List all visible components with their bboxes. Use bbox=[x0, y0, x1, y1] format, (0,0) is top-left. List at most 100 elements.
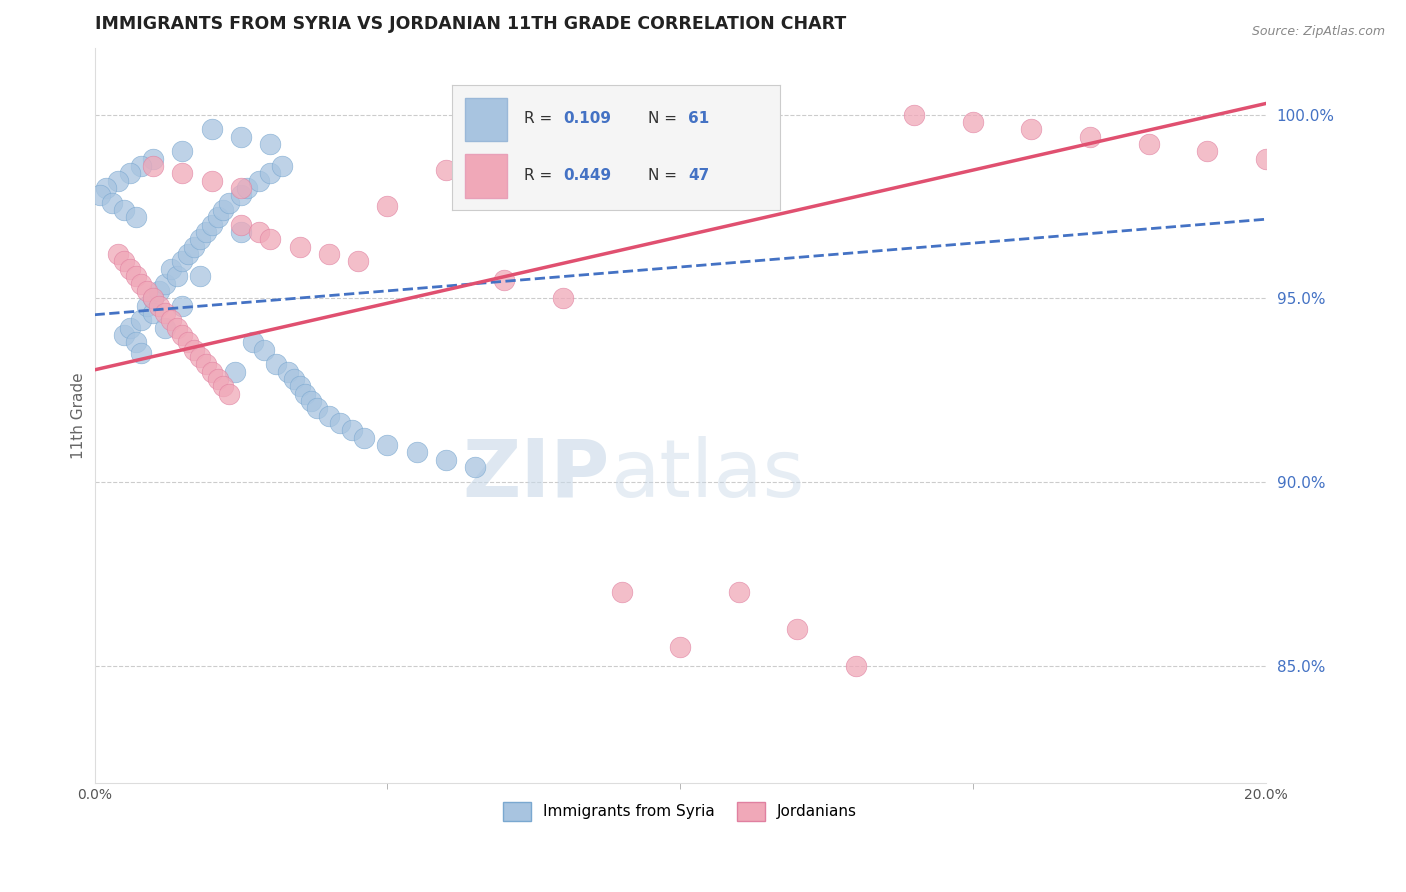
Point bbox=[299, 394, 322, 409]
Point bbox=[353, 431, 375, 445]
Point bbox=[112, 327, 135, 342]
Text: IMMIGRANTS FROM SYRIA VS JORDANIAN 11TH GRADE CORRELATION CHART: IMMIGRANTS FROM SYRIA VS JORDANIAN 11TH … bbox=[94, 15, 846, 33]
Point bbox=[136, 284, 159, 298]
Text: ZIP: ZIP bbox=[463, 435, 610, 514]
Point bbox=[112, 254, 135, 268]
Point bbox=[177, 335, 200, 350]
Point bbox=[342, 424, 364, 438]
Point bbox=[142, 152, 165, 166]
Point bbox=[172, 166, 194, 180]
Point bbox=[229, 129, 252, 144]
Point bbox=[124, 269, 146, 284]
Point bbox=[124, 335, 146, 350]
Point bbox=[1254, 152, 1277, 166]
Point bbox=[669, 640, 692, 654]
Point bbox=[434, 452, 457, 467]
Point bbox=[142, 291, 165, 305]
Point bbox=[1078, 129, 1101, 144]
Point bbox=[259, 166, 281, 180]
Point bbox=[494, 273, 516, 287]
Point bbox=[118, 166, 141, 180]
Point bbox=[194, 357, 217, 371]
Y-axis label: 11th Grade: 11th Grade bbox=[72, 373, 86, 459]
Point bbox=[962, 115, 984, 129]
Point bbox=[177, 247, 200, 261]
Point bbox=[247, 174, 270, 188]
Point bbox=[283, 372, 305, 386]
Point bbox=[259, 232, 281, 246]
Point bbox=[172, 327, 194, 342]
Point bbox=[218, 195, 240, 210]
Point bbox=[1137, 136, 1160, 151]
Point bbox=[207, 211, 229, 225]
Point bbox=[131, 346, 153, 360]
Point bbox=[253, 343, 276, 357]
Point bbox=[229, 188, 252, 202]
Point bbox=[201, 122, 224, 136]
Point bbox=[183, 343, 205, 357]
Point bbox=[318, 409, 340, 423]
Point bbox=[89, 188, 111, 202]
Point bbox=[131, 159, 153, 173]
Point bbox=[118, 261, 141, 276]
Point bbox=[107, 174, 129, 188]
Point bbox=[136, 299, 159, 313]
Point bbox=[166, 269, 188, 284]
Point bbox=[207, 372, 229, 386]
Point bbox=[107, 247, 129, 261]
Point bbox=[264, 357, 287, 371]
Point bbox=[294, 386, 316, 401]
Point bbox=[148, 284, 170, 298]
Point bbox=[188, 232, 211, 246]
Point bbox=[288, 240, 311, 254]
Point bbox=[188, 269, 211, 284]
Point bbox=[172, 254, 194, 268]
Point bbox=[464, 152, 486, 166]
Point bbox=[212, 379, 235, 393]
Point bbox=[259, 136, 281, 151]
Point bbox=[131, 277, 153, 291]
Point bbox=[247, 225, 270, 239]
Point bbox=[201, 218, 224, 232]
Text: Source: ZipAtlas.com: Source: ZipAtlas.com bbox=[1251, 25, 1385, 38]
Point bbox=[118, 320, 141, 334]
Point bbox=[188, 350, 211, 364]
Point bbox=[434, 162, 457, 177]
Point bbox=[845, 658, 868, 673]
Point bbox=[153, 277, 176, 291]
Point bbox=[727, 585, 749, 599]
Point bbox=[329, 416, 352, 430]
Point bbox=[271, 159, 294, 173]
Text: atlas: atlas bbox=[610, 435, 804, 514]
Point bbox=[112, 202, 135, 217]
Point bbox=[142, 306, 165, 320]
Point bbox=[172, 299, 194, 313]
Point bbox=[277, 365, 299, 379]
Point bbox=[307, 401, 329, 416]
Point bbox=[318, 247, 340, 261]
Point bbox=[229, 225, 252, 239]
Point bbox=[172, 145, 194, 159]
Point bbox=[347, 254, 370, 268]
Point bbox=[201, 365, 224, 379]
Point bbox=[1021, 122, 1043, 136]
Point bbox=[131, 313, 153, 327]
Point bbox=[218, 386, 240, 401]
Point bbox=[375, 199, 398, 213]
Point bbox=[201, 174, 224, 188]
Point bbox=[159, 261, 181, 276]
Point bbox=[229, 181, 252, 195]
Point bbox=[194, 225, 217, 239]
Point bbox=[786, 622, 808, 636]
Point bbox=[142, 291, 165, 305]
Point bbox=[153, 306, 176, 320]
Point bbox=[183, 240, 205, 254]
Point bbox=[903, 107, 925, 121]
Point bbox=[101, 195, 124, 210]
Point bbox=[166, 320, 188, 334]
Point bbox=[551, 291, 574, 305]
Point bbox=[242, 335, 264, 350]
Point bbox=[229, 218, 252, 232]
Point bbox=[405, 445, 427, 459]
Point bbox=[224, 365, 246, 379]
